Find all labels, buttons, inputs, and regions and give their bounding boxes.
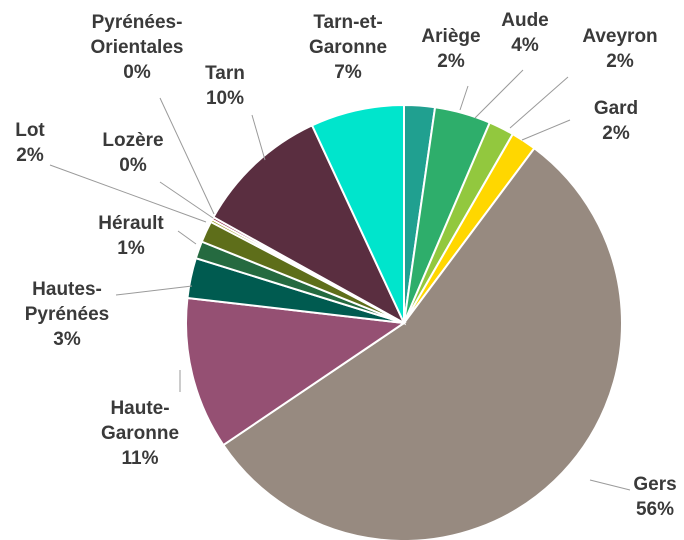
- leader-line-pyrenees-orientales: [159, 97, 215, 215]
- slice-label-aude: Aude 4%: [501, 10, 549, 56]
- slice-name-label: Garonne: [101, 423, 179, 444]
- slice-name-label: Hautes-: [32, 279, 102, 300]
- leader-line-lozere: [159, 181, 214, 219]
- pie-slice-tarn-et-garonne: [310, 103, 405, 324]
- slice-label-hautes-pyrenees: Hautes- Pyrénées 3%: [25, 279, 110, 350]
- slice-percent-label: 2%: [16, 145, 44, 166]
- slice-label-lozere: Lozère 0%: [102, 130, 163, 176]
- slice-percent-label: 7%: [334, 62, 362, 83]
- slice-name-label: Gers: [633, 474, 676, 495]
- slice-name-label: Aude: [501, 10, 549, 31]
- leader-line-lot: [49, 164, 207, 223]
- slice-name-label: Aveyron: [582, 26, 657, 47]
- slice-percent-label: 3%: [53, 329, 81, 350]
- slice-percent-label: 0%: [119, 155, 147, 176]
- slice-label-aveyron: Aveyron 2%: [582, 26, 657, 72]
- slice-name-label: Tarn: [205, 63, 245, 84]
- slice-label-tarn-et-garonne: Tarn-et- Garonne 7%: [309, 12, 387, 83]
- slice-percent-label: 2%: [606, 51, 634, 72]
- leader-line-gard: [521, 119, 571, 141]
- slice-label-ariege: Ariège 2%: [421, 26, 480, 72]
- slice-label-lot: Lot 2%: [15, 120, 45, 166]
- slice-percent-label: 0%: [123, 62, 151, 83]
- slice-percent-label: 2%: [437, 51, 465, 72]
- slice-label-gers: Gers 56%: [633, 474, 676, 520]
- slice-label-herault: Hérault 1%: [98, 213, 164, 259]
- slice-name-label: Garonne: [309, 37, 387, 58]
- slice-name-label: Tarn-et-: [313, 12, 382, 33]
- pie-slice-tarn: [212, 124, 407, 326]
- pie-slice-gers: [221, 146, 623, 540]
- slice-name-label: Haute-: [110, 398, 169, 419]
- pie-slice-haute-garonne: [185, 296, 407, 447]
- slice-name-label: Lot: [15, 120, 45, 141]
- slice-name-label: Pyrénées: [25, 304, 110, 325]
- slice-percent-label: 56%: [636, 499, 674, 520]
- slice-name-label: Pyrénées-: [92, 12, 183, 33]
- slice-percent-label: 2%: [602, 123, 630, 144]
- leader-line-hautes-pyrenees: [115, 285, 193, 296]
- leader-line-aveyron: [509, 76, 569, 129]
- leader-lines: [49, 69, 631, 491]
- slice-name-label: Orientales: [91, 37, 184, 58]
- slice-name-label: Ariège: [421, 26, 480, 47]
- slice-label-haute-garonne: Haute- Garonne 11%: [101, 398, 179, 469]
- slice-percent-label: 4%: [511, 35, 539, 56]
- slice-percent-label: 10%: [206, 88, 244, 109]
- slice-label-pyrenees-orientales: Pyrénées- Orientales 0%: [91, 12, 184, 83]
- slice-name-label: Hérault: [98, 213, 164, 234]
- pie-slices: [185, 103, 623, 540]
- slice-name-label: Lozère: [102, 130, 163, 151]
- leader-line-tarn: [251, 114, 266, 161]
- slice-label-gard: Gard 2%: [594, 98, 638, 144]
- slice-label-tarn: Tarn 10%: [205, 63, 245, 109]
- leader-line-herault: [177, 230, 197, 245]
- leader-line-ariege: [459, 85, 469, 111]
- leader-line-gers: [589, 479, 631, 491]
- slice-name-label: Gard: [594, 98, 638, 119]
- slice-percent-label: 1%: [117, 238, 145, 259]
- leader-line-aude: [474, 69, 524, 119]
- slice-labels: Ariège 2% Aude 4% Aveyron 2% Gard 2% Gers 56% Haut…: [15, 10, 676, 520]
- slice-percent-label: 11%: [122, 448, 159, 469]
